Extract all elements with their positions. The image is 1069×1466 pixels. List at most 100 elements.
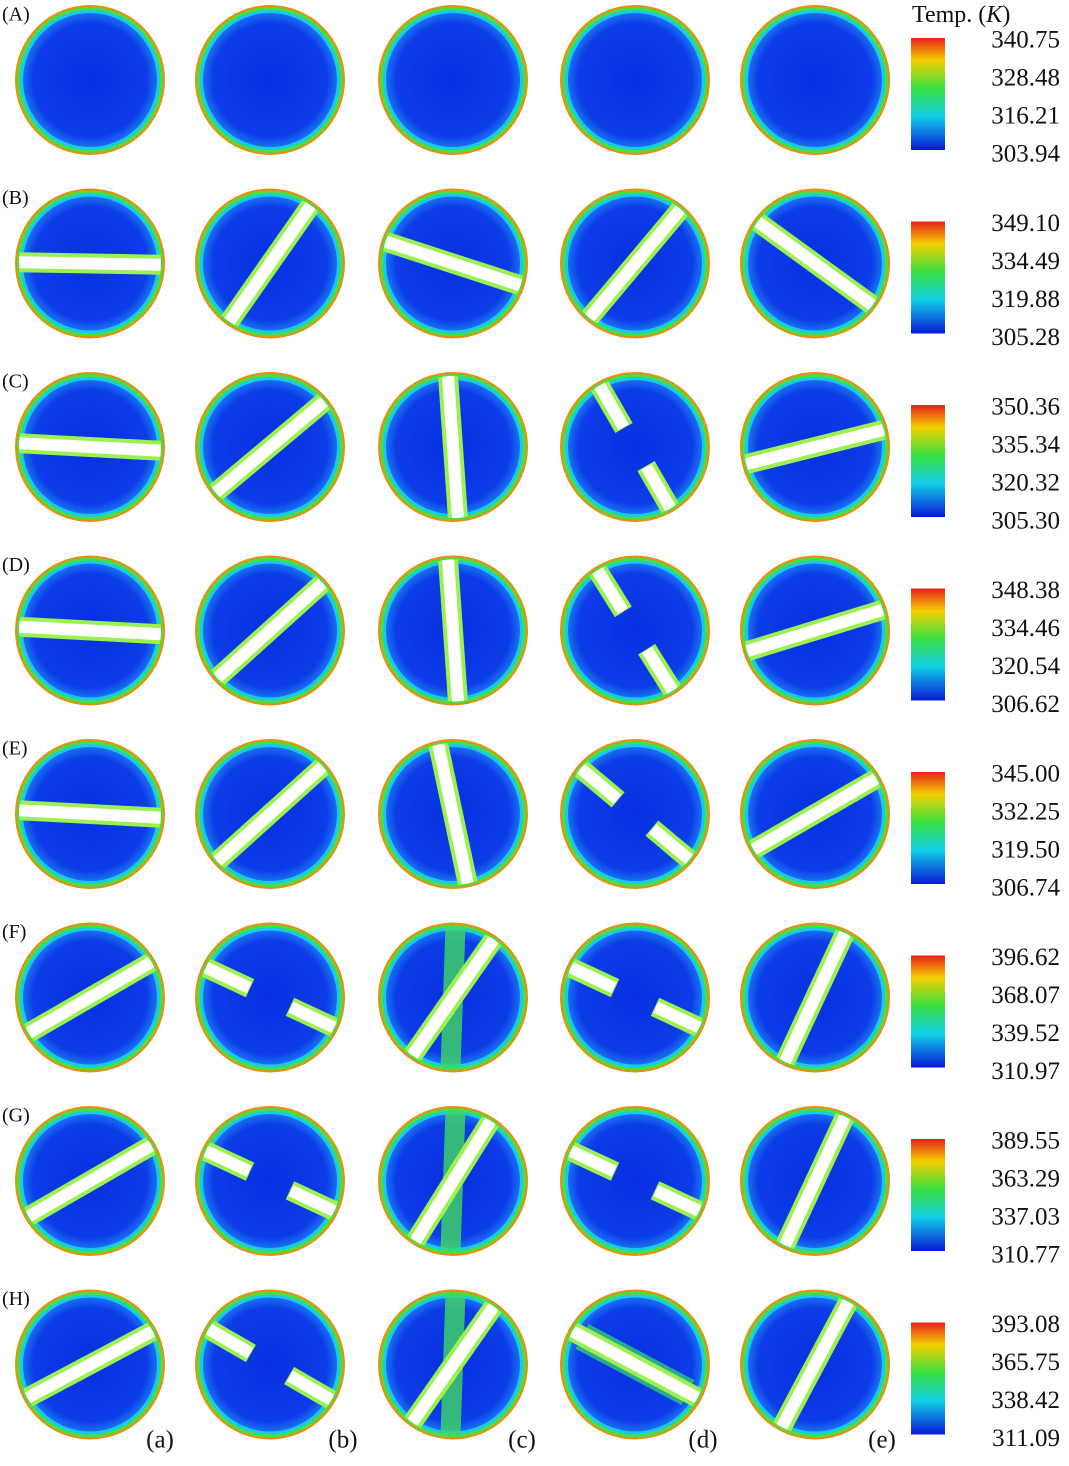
contour-plot [378,739,528,890]
colorbar-label: 305.28 [991,324,1060,351]
colorbar [911,772,945,884]
row-label: (B) [2,187,29,209]
contour-plot [378,371,528,522]
colorbar-label: 316.21 [991,103,1060,130]
colorbar-label: 338.42 [991,1387,1060,1414]
row-label: (H) [2,1288,30,1310]
colorbar [911,222,945,334]
row-label: (G) [2,1105,30,1127]
colorbar-label: 306.74 [991,875,1060,902]
colorbar-label: 320.32 [991,470,1060,497]
contour-plot [195,372,345,522]
contour-plot [740,556,890,706]
disk [386,13,520,147]
contour-plot [15,1106,165,1256]
colorbar [911,1139,945,1251]
colorbar [911,589,945,701]
colorbar-label: 339.52 [991,1020,1060,1047]
column-label: (e) [868,1427,896,1454]
contour-plot [15,739,166,889]
contour-plot [378,189,528,339]
contour-plot [195,739,345,889]
disk [568,380,702,514]
colorbar-label: 305.30 [991,508,1060,535]
contour-plot [740,1290,890,1440]
contour-plot [560,1106,710,1256]
row-label: (D) [2,554,30,576]
contour-plot [378,555,528,706]
contour-plot [740,739,890,889]
colorbar [911,1323,945,1435]
contour-plot [15,5,165,155]
colorbar-label: 319.50 [991,837,1060,864]
row-label: (E) [2,738,28,760]
legend-title-suffix: ) [1002,2,1010,28]
column-label: (a) [146,1427,174,1454]
colorbar-label: 350.36 [991,394,1060,421]
row-label: (A) [2,4,30,26]
legend-title: Temp. (K) [912,2,1010,28]
disk [203,931,337,1065]
disk [203,1114,337,1248]
colorbar-label: 310.97 [991,1058,1060,1085]
row-label: (F) [2,921,26,943]
colorbar-label: 328.48 [991,65,1060,92]
contour-plot [15,556,166,706]
disk [748,13,882,147]
colorbar-label: 365.75 [991,1349,1060,1376]
contour-plot [740,5,890,155]
contour-plot [560,189,710,339]
contour-plot [560,556,710,706]
colorbar-label: 332.25 [991,799,1060,826]
contour-plot [15,372,166,522]
contour-plot [195,1290,345,1440]
colorbar [911,38,945,150]
column-label: (d) [688,1427,717,1454]
legend-title-prefix: Temp. ( [912,2,986,28]
colorbar-label: 310.77 [991,1242,1060,1269]
colorbar-label: 389.55 [991,1128,1060,1155]
colorbar-label: 335.34 [991,432,1060,459]
contour-plot [740,372,890,522]
contour-plot [195,1106,345,1256]
disk [568,1114,702,1248]
colorbar-label: 396.62 [991,944,1060,971]
colorbar-label: 311.09 [992,1425,1060,1452]
contour-plot [350,888,555,1106]
column-label: (b) [328,1427,357,1454]
colorbar-label: 320.54 [991,653,1060,680]
colorbar-label: 303.94 [991,141,1060,168]
colorbar-label: 337.03 [991,1204,1060,1231]
contour-plot [560,372,710,522]
disk [23,13,157,147]
contour-plot [740,1106,890,1256]
contour-plot [195,923,345,1073]
disk [568,931,702,1065]
contour-plot [195,556,345,706]
contour-plot [560,923,710,1073]
contour-plot [355,1072,552,1290]
colorbar-label: 348.38 [991,577,1060,604]
disk [203,1298,337,1432]
disk [203,13,337,147]
colorbar-label: 306.62 [991,691,1060,718]
figure: Temp. (K) (A) 340.75 328.48 316.21 303.94 (B)… [0,0,1069,1461]
colorbar [911,405,945,517]
fin-group [15,252,165,275]
disk [568,13,702,147]
contour-plot [195,5,345,155]
colorbar-label: 363.29 [991,1166,1060,1193]
contour-plot [740,923,890,1073]
contour-plot [15,923,165,1073]
column-label: (c) [508,1427,536,1454]
colorbar-label: 319.88 [991,286,1060,313]
colorbar-label: 393.08 [991,1311,1060,1338]
colorbar [911,956,945,1068]
contour-plot [195,189,345,339]
disk [568,564,702,698]
contour-plot [560,1290,710,1440]
colorbar-label: 340.75 [991,27,1060,54]
contour-plot [15,1290,165,1440]
colorbar-label: 345.00 [991,761,1060,788]
row-label: (C) [2,371,29,393]
